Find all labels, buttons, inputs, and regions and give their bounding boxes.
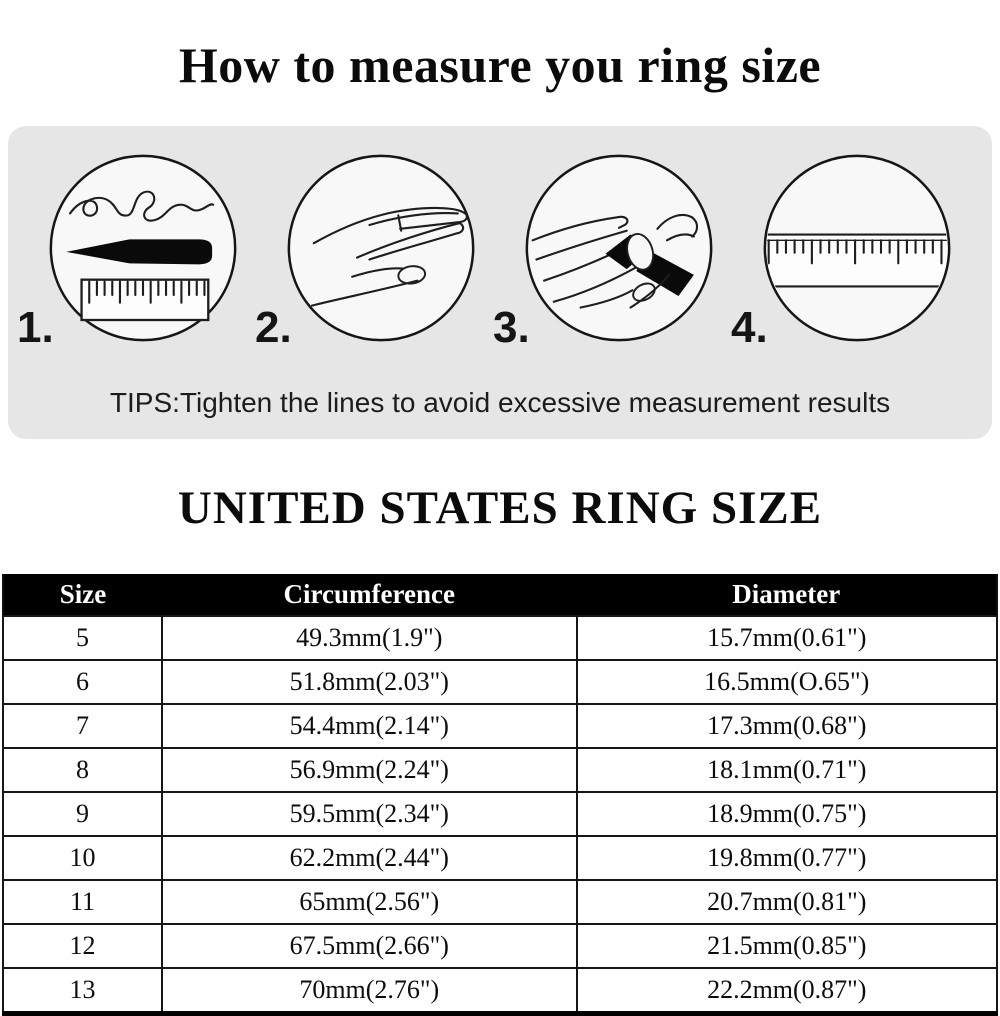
step-3: 3. <box>493 152 715 350</box>
table-row: 10 62.2mm(2.44") 19.8mm(0.77") <box>1 835 999 882</box>
size-cell: 5 <box>1 615 164 662</box>
size-cell: 7 <box>1 703 164 750</box>
table-row: 13 70mm(2.76") 22.2mm(0.87") <box>1 967 999 1015</box>
circumference-cell: 67.5mm(2.66") <box>161 923 578 970</box>
step-2: 2. <box>255 152 477 350</box>
size-cell: 11 <box>1 879 164 926</box>
table-row: 9 59.5mm(2.34") 18.9mm(0.75") <box>1 791 999 838</box>
table-row: 5 49.3mm(1.9") 15.7mm(0.61") <box>1 615 999 662</box>
table-row: 11 65mm(2.56") 20.7mm(0.81") <box>1 879 999 926</box>
circumference-cell: 51.8mm(2.03") <box>161 659 578 706</box>
string-around-finger-icon <box>287 154 475 342</box>
table-row: 7 54.4mm(2.14") 17.3mm(0.68") <box>1 703 999 750</box>
steps-row: 1. 2. <box>8 126 992 350</box>
header-size: Size <box>3 574 163 617</box>
header-diameter: Diameter <box>576 574 997 617</box>
circumference-cell: 70mm(2.76") <box>161 967 578 1015</box>
table-row: 6 51.8mm(2.03") 16.5mm(O.65") <box>1 659 999 706</box>
mark-the-string-icon <box>525 154 713 342</box>
size-cell: 13 <box>1 967 164 1015</box>
size-cell: 9 <box>1 791 164 838</box>
diameter-cell: 21.5mm(0.85") <box>575 923 999 970</box>
step-number: 3. <box>493 303 530 352</box>
diameter-cell: 22.2mm(0.87") <box>575 967 999 1015</box>
diameter-cell: 20.7mm(0.81") <box>575 879 999 926</box>
step-number: 2. <box>255 303 292 352</box>
header-circumference: Circumference <box>162 574 577 617</box>
string-pen-ruler-icon <box>49 154 237 342</box>
table-row: 12 67.5mm(2.66") 21.5mm(0.85") <box>1 923 999 970</box>
diameter-cell: 18.9mm(0.75") <box>575 791 999 838</box>
ring-size-table: Size Circumference Diameter 5 49.3mm(1.9… <box>1 574 999 1016</box>
tips-text: TIPS:Tighten the lines to avoid excessiv… <box>109 387 891 418</box>
step-1: 1. <box>17 152 239 350</box>
size-cell: 8 <box>1 747 164 794</box>
table-header-row: Size Circumference Diameter <box>3 574 997 617</box>
size-cell: 10 <box>1 835 164 882</box>
diameter-cell: 15.7mm(0.61") <box>575 615 999 662</box>
page-title: How to measure you ring size <box>178 36 822 93</box>
ring-size-table-title: UNITED STATES RING SIZE <box>177 482 823 534</box>
circumference-cell: 59.5mm(2.34") <box>161 791 578 838</box>
instructions-panel: 1. 2. <box>8 126 992 439</box>
diameter-cell: 16.5mm(O.65") <box>575 659 999 706</box>
circumference-cell: 65mm(2.56") <box>161 879 578 926</box>
circumference-cell: 62.2mm(2.44") <box>161 835 578 882</box>
size-cell: 6 <box>1 659 164 706</box>
diameter-cell: 18.1mm(0.71") <box>575 747 999 794</box>
table-row: 8 56.9mm(2.24") 18.1mm(0.71") <box>1 747 999 794</box>
measure-with-ruler-icon <box>763 154 951 342</box>
step-number: 1. <box>17 303 54 352</box>
circumference-cell: 56.9mm(2.24") <box>161 747 578 794</box>
circumference-cell: 49.3mm(1.9") <box>161 615 578 662</box>
step-number: 4. <box>731 303 768 352</box>
step-4: 4. <box>731 152 953 350</box>
diameter-cell: 19.8mm(0.77") <box>575 835 999 882</box>
size-cell: 12 <box>1 923 164 970</box>
diameter-cell: 17.3mm(0.68") <box>575 703 999 750</box>
circumference-cell: 54.4mm(2.14") <box>161 703 578 750</box>
